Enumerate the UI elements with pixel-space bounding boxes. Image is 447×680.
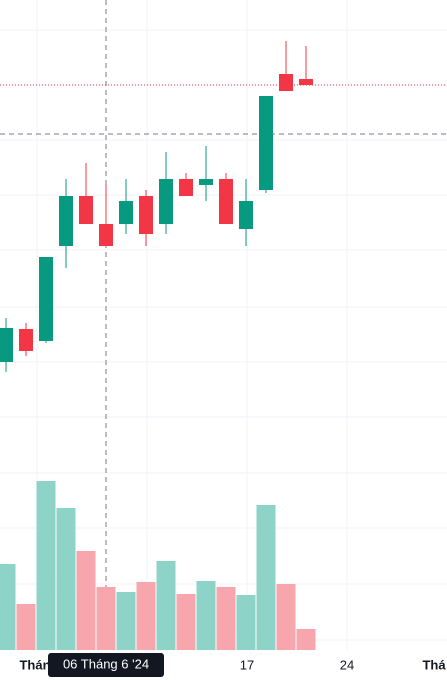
candle-body bbox=[299, 79, 313, 85]
crosshair-label-box bbox=[48, 653, 164, 677]
x-tick-label: Thá bbox=[422, 657, 446, 672]
volume-bar bbox=[76, 551, 96, 650]
volume-bar bbox=[256, 505, 276, 650]
volume-bar bbox=[176, 594, 196, 650]
volume-bar bbox=[96, 587, 116, 650]
x-tick-label: Thán bbox=[19, 657, 50, 672]
volume-bar bbox=[156, 561, 176, 650]
volume-bar bbox=[116, 592, 136, 650]
volume-bar bbox=[136, 582, 156, 650]
candle-body bbox=[0, 328, 13, 362]
candle-body bbox=[119, 201, 133, 224]
candle-body bbox=[99, 224, 113, 246]
volume-bar bbox=[0, 564, 16, 650]
candle-body bbox=[279, 74, 293, 91]
volume-bar bbox=[36, 481, 56, 650]
volume-bar bbox=[276, 584, 296, 650]
candle-body bbox=[59, 196, 73, 246]
candle-body bbox=[219, 179, 233, 224]
crosshair-label: 06 Tháng 6 '24 bbox=[63, 656, 149, 671]
candle-body bbox=[179, 179, 193, 196]
candle-body bbox=[199, 179, 213, 185]
candle-body bbox=[39, 257, 53, 341]
candle-body bbox=[259, 96, 273, 190]
candle-body bbox=[139, 196, 153, 234]
candle-body bbox=[19, 329, 33, 351]
candle-body bbox=[79, 196, 93, 224]
volume-bar bbox=[16, 604, 36, 650]
volume-bar bbox=[196, 581, 216, 650]
x-tick-label: 17 bbox=[240, 657, 254, 672]
volume-bar bbox=[296, 629, 316, 650]
x-tick-label: 24 bbox=[340, 657, 354, 672]
volume-bar bbox=[56, 508, 76, 650]
volume-bar bbox=[236, 595, 256, 650]
volume-bar bbox=[216, 587, 236, 650]
candle-body bbox=[159, 179, 173, 224]
candle-body bbox=[239, 201, 253, 229]
